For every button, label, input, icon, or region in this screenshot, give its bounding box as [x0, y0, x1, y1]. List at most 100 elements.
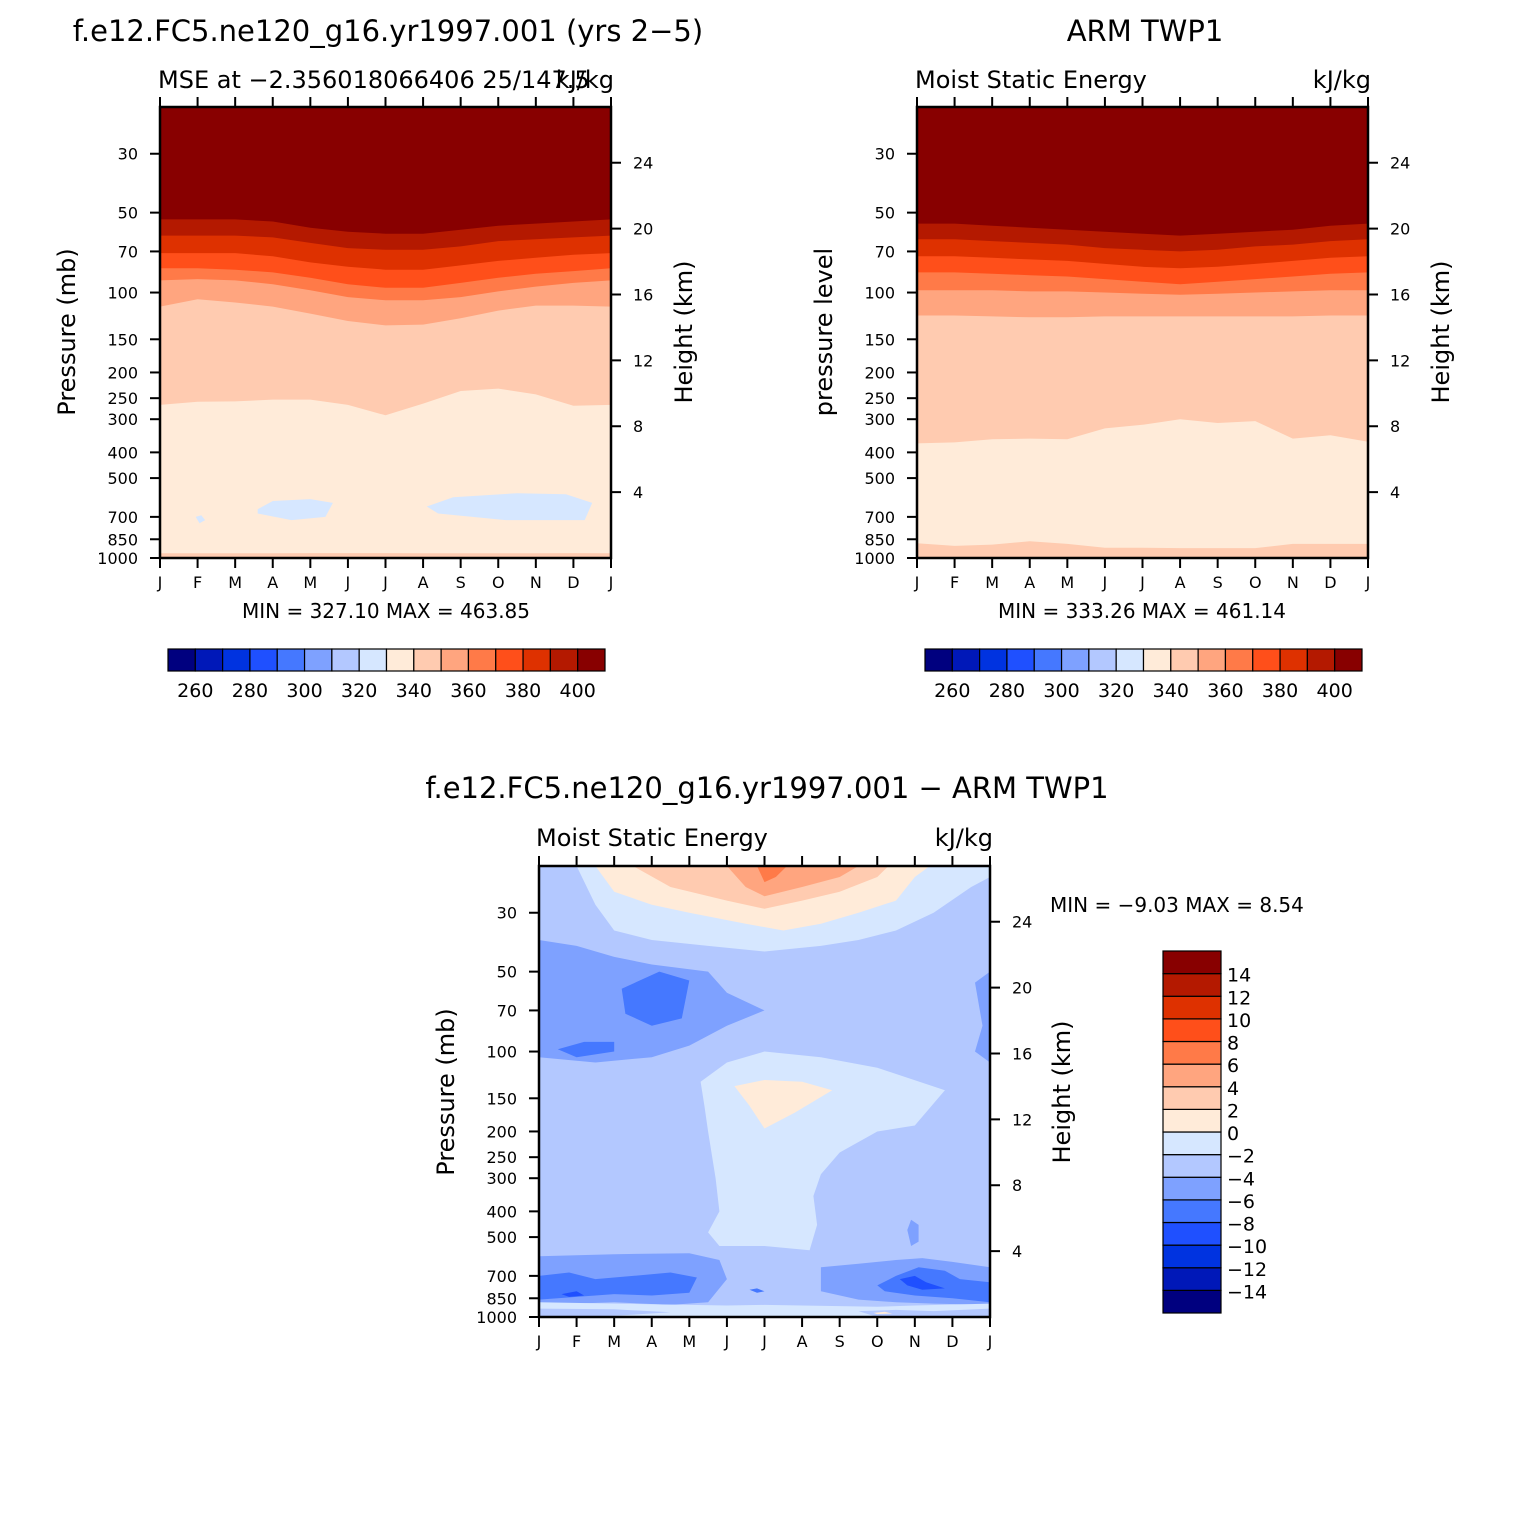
colorbar: 260 280 300 320 340 360 380 400 — [924, 648, 1363, 702]
panel-title: ARM TWP1 — [1067, 14, 1224, 48]
colorbar-label: 0 — [1227, 1123, 1239, 1145]
y-tick-label: 200 — [486, 1122, 517, 1141]
x-tick-label: S — [1213, 573, 1223, 592]
colorbar-box — [979, 648, 1008, 672]
subtitle-right: kJ/kg — [935, 824, 993, 852]
axis-ticks: J F M A M J J A S O N D J 30 50 70 100 150 200 250 300 400 500… — [97, 97, 653, 592]
colorbar-label: 400 — [1317, 680, 1353, 702]
colorbar-box — [276, 648, 306, 672]
y-tick-label-right: 4 — [633, 483, 643, 502]
x-tick-label: J — [608, 573, 614, 592]
contour-patch — [621, 971, 690, 1026]
y-tick-label-right: 24 — [633, 154, 653, 173]
colorbar-label: 320 — [341, 680, 377, 702]
y-tick-label: 150 — [864, 330, 895, 349]
y-tick-label-right: 4 — [1390, 483, 1400, 502]
x-tick-label: A — [646, 1332, 657, 1351]
y-tick-label: 200 — [107, 363, 138, 382]
x-tick-label: M — [228, 573, 242, 592]
colorbar-label: 14 — [1227, 965, 1251, 987]
colorbar-box — [1162, 973, 1222, 997]
contour-band — [917, 541, 1368, 558]
contour-patch — [899, 1275, 945, 1290]
contour-patch — [561, 1291, 585, 1297]
y-tick-label: 100 — [107, 284, 138, 303]
colorbar-label: 400 — [560, 680, 596, 702]
y-tick-label: 50 — [875, 204, 895, 223]
y-axis-label-right: Height (km) — [670, 261, 698, 404]
y-tick-label-right: 20 — [1390, 220, 1410, 239]
colorbar-box — [413, 648, 442, 672]
x-tick-label: D — [1324, 573, 1336, 592]
x-tick-label: J — [914, 573, 920, 592]
x-tick-label: A — [797, 1332, 808, 1351]
colorbar-box — [1334, 648, 1363, 672]
min-max-label: MIN = 333.26 MAX = 461.14 — [998, 599, 1286, 623]
colorbar-box — [358, 648, 388, 672]
x-tick-label: F — [572, 1332, 581, 1351]
y-tick-label-right: 12 — [1012, 1110, 1032, 1129]
y-tick-label: 30 — [875, 145, 895, 164]
contour-patch — [539, 1308, 671, 1317]
contour-band — [917, 419, 1368, 558]
colorbar-box — [385, 648, 415, 672]
contour-patch — [873, 1311, 893, 1315]
x-tick-label: O — [871, 1332, 884, 1351]
colorbar-box — [1162, 1018, 1222, 1043]
colorbar-label: −4 — [1227, 1168, 1255, 1190]
colorbar-label: 340 — [396, 680, 432, 702]
colorbar-box — [522, 648, 551, 672]
colorbar-box — [440, 648, 470, 672]
y-tick-label: 1000 — [97, 549, 138, 568]
colorbar-label: −2 — [1227, 1146, 1255, 1168]
y-tick-label: 400 — [864, 443, 895, 462]
colorbar-label: 280 — [989, 680, 1025, 702]
subtitle-left: MSE at −2.356018066406 25/147.5 — [158, 66, 590, 94]
y-tick-label-right: 8 — [633, 417, 643, 436]
x-tick-label: J — [987, 1332, 993, 1351]
y-tick-label: 850 — [107, 530, 138, 549]
colorbar-label: 340 — [1153, 680, 1189, 702]
contour-fills — [160, 107, 611, 558]
y-axis-label-right: Height (km) — [1048, 1021, 1076, 1164]
colorbar-box — [1162, 950, 1222, 975]
y-tick-label-right: 24 — [1390, 154, 1410, 173]
x-tick-label: S — [835, 1332, 845, 1351]
y-tick-label: 250 — [107, 389, 138, 408]
colorbar-label: 320 — [1098, 680, 1134, 702]
y-axis-label: Pressure (mb) — [432, 1008, 460, 1175]
y-tick-label-right: 12 — [633, 351, 653, 370]
x-tick-label: M — [303, 573, 317, 592]
contour-patch — [257, 499, 333, 521]
x-tick-label: A — [418, 573, 429, 592]
contour-fills — [917, 107, 1368, 558]
subtitle-right: kJ/kg — [556, 66, 614, 94]
y-tick-label-right: 20 — [1012, 979, 1032, 998]
min-max-label: MIN = −9.03 MAX = 8.54 — [1050, 893, 1304, 917]
y-tick-label: 250 — [864, 389, 895, 408]
contour-patch — [195, 515, 206, 524]
colorbar-label: 380 — [505, 680, 541, 702]
contour-patch — [426, 493, 593, 521]
y-tick-label: 500 — [864, 469, 895, 488]
colorbar-box — [1162, 1131, 1222, 1156]
y-tick-label: 150 — [486, 1089, 517, 1108]
x-tick-label: J — [1365, 573, 1371, 592]
y-tick-label-right: 8 — [1390, 417, 1400, 436]
x-tick-label: J — [157, 573, 163, 592]
y-tick-label: 400 — [107, 443, 138, 462]
contour-patch — [557, 1041, 615, 1058]
colorbar-box — [1162, 1244, 1222, 1269]
contour-patch — [975, 971, 990, 1063]
y-tick-label: 250 — [486, 1148, 517, 1167]
colorbar-box — [924, 648, 953, 672]
colorbar-box — [1162, 1289, 1222, 1314]
y-tick-label-right: 16 — [633, 285, 653, 304]
colorbar-box — [331, 648, 360, 672]
panel-title: f.e12.FC5.ne120_g16.yr1997.001 − ARM TWP… — [425, 771, 1108, 805]
y-tick-label: 50 — [497, 963, 517, 982]
x-tick-label: M — [985, 573, 999, 592]
contour-fills — [539, 866, 990, 1317]
y-tick-label: 850 — [864, 530, 895, 549]
